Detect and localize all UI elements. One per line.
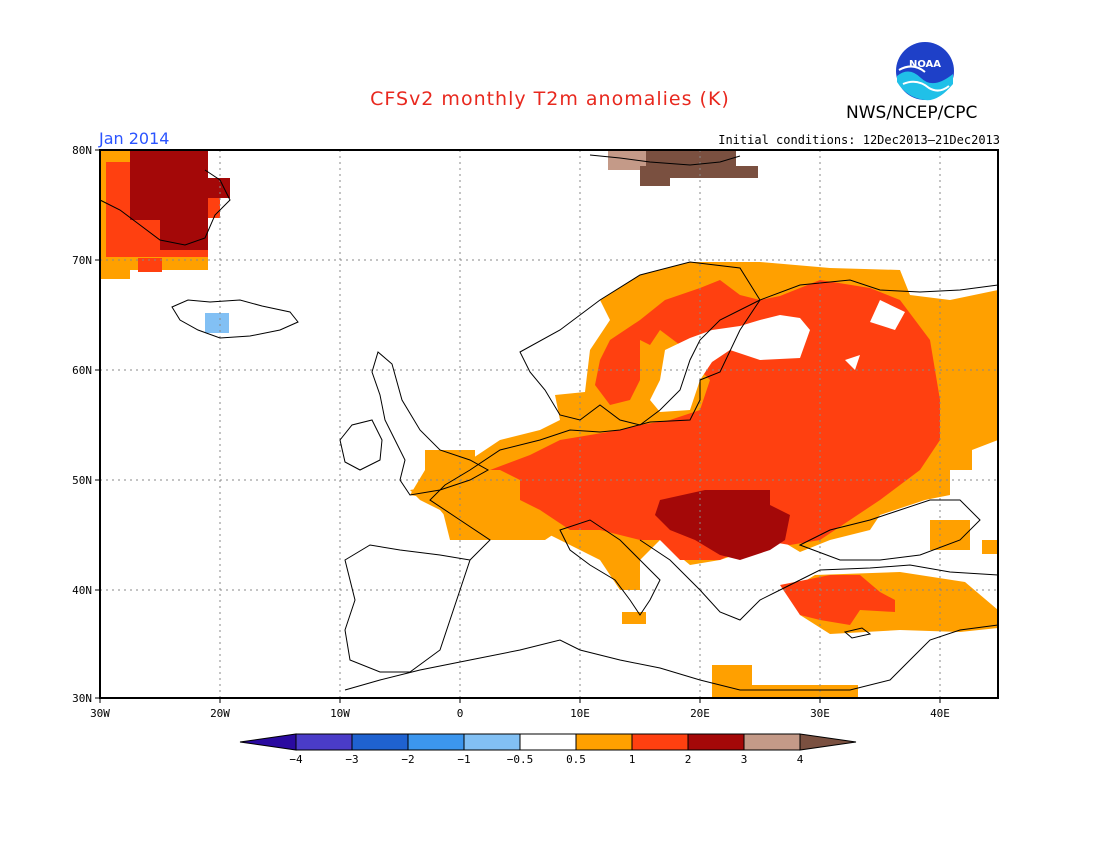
colorbar-swatch — [519, 733, 577, 751]
lat-label-80n: 80N — [72, 144, 92, 157]
lat-label-70n: 70N — [72, 254, 92, 267]
lon-label-30e: 30E — [810, 707, 830, 720]
anomaly-region-iceland-west — [205, 313, 229, 333]
colorbar-tick-label: −0.5 — [507, 753, 534, 766]
forecast-period: Jan 2014 — [99, 129, 170, 148]
lon-label-10e: 10E — [570, 707, 590, 720]
colorbar-swatch — [407, 733, 465, 751]
lat-label-30n: 30N — [72, 692, 92, 705]
initial-conditions: Initial conditions: 12Dec2013–21Dec2013 — [718, 133, 1000, 147]
grid-lines — [100, 150, 998, 698]
lon-label-30w: 30W — [90, 707, 110, 720]
colorbar-tick-label: −4 — [289, 753, 303, 766]
colorbar-swatch — [295, 733, 353, 751]
colorbar-arrow-low — [239, 733, 297, 751]
colorbar-tick-label: 0.5 — [566, 753, 586, 766]
lat-label-40n: 40N — [72, 584, 92, 597]
noaa-logo: NOAA — [896, 42, 954, 101]
colorbar-tick-label: 1 — [629, 753, 636, 766]
colorbar-swatch — [631, 733, 689, 751]
lat-label-60n: 60N — [72, 364, 92, 377]
logo-text: NOAA — [909, 59, 941, 70]
anomaly-region-balkans — [655, 490, 790, 560]
colorbar-arrow-high — [799, 733, 857, 751]
map-title: CFSv2 monthly T2m anomalies (K) — [370, 88, 730, 110]
lon-label-20e: 20E — [690, 707, 710, 720]
colorbar-tick-label: 4 — [797, 753, 804, 766]
lon-label-40e: 40E — [930, 707, 950, 720]
colorbar-tick-label: 2 — [685, 753, 692, 766]
lon-label-0: 0 — [457, 707, 464, 720]
colorbar: −4 −3 −2 −1 −0.5 0.5 1 2 3 4 — [239, 733, 857, 766]
colorbar-tick-label: 3 — [741, 753, 748, 766]
colorbar-swatch — [743, 733, 801, 751]
lat-label-50n: 50N — [72, 474, 92, 487]
colorbar-swatch — [463, 733, 521, 751]
colorbar-swatch — [687, 733, 745, 751]
lon-label-20w: 20W — [210, 707, 230, 720]
anomaly-region-svalbard — [608, 150, 758, 186]
map-frame — [99, 149, 999, 699]
colorbar-tick-label: −3 — [345, 753, 358, 766]
colorbar-tick-label: −1 — [457, 753, 470, 766]
anomaly-region-greenland — [100, 150, 230, 279]
anomaly-shading — [100, 150, 998, 698]
lon-label-10w: 10W — [330, 707, 350, 720]
agency-label: NWS/NCEP/CPC — [846, 103, 978, 123]
colorbar-tick-label: −2 — [401, 753, 414, 766]
colorbar-swatch — [575, 733, 633, 751]
coastlines — [99, 154, 999, 691]
colorbar-swatch — [351, 733, 409, 751]
anomaly-region-europe-east — [410, 262, 998, 698]
